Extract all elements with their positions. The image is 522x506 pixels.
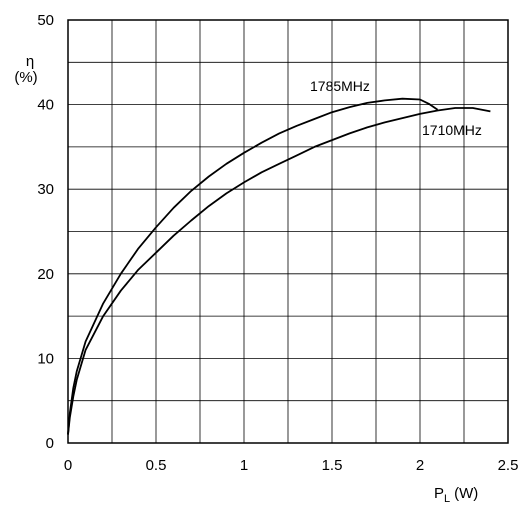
series-line-1785mhz (67, 97, 439, 435)
x-tick-label: 0.5 (146, 457, 167, 474)
y-tick-label: 10 (37, 350, 54, 367)
series-curves (67, 97, 491, 435)
y-tick-label: 0 (46, 435, 54, 452)
y-tick-label: 50 (37, 12, 54, 29)
y-axis-symbol: η (26, 53, 34, 70)
plot-frame (67, 19, 509, 444)
x-tick-label: 1 (240, 457, 248, 474)
x-tick-label: 0 (64, 457, 72, 474)
grid-lines (68, 20, 508, 443)
y-axis-unit: (%) (14, 69, 37, 86)
x-tick-label: 2.5 (498, 457, 519, 474)
tick-labels: 0 0.5 1 1.5 2 2.5 0 10 20 30 40 50 (37, 12, 518, 474)
series-label-1785: 1785MHz (310, 78, 370, 94)
y-tick-label: 30 (37, 181, 54, 198)
series-line-1710mhz (67, 107, 491, 435)
y-tick-label: 20 (37, 266, 54, 283)
x-axis-label: PL (W) (434, 485, 478, 505)
y-tick-label: 40 (37, 97, 54, 114)
x-tick-label: 1.5 (322, 457, 343, 474)
x-axis-label-sub: L (444, 493, 450, 505)
x-axis-label-unit: (W) (454, 485, 478, 502)
series-label-1710: 1710MHz (422, 122, 482, 138)
x-axis-label-main: P (434, 485, 444, 502)
x-tick-label: 2 (416, 457, 424, 474)
